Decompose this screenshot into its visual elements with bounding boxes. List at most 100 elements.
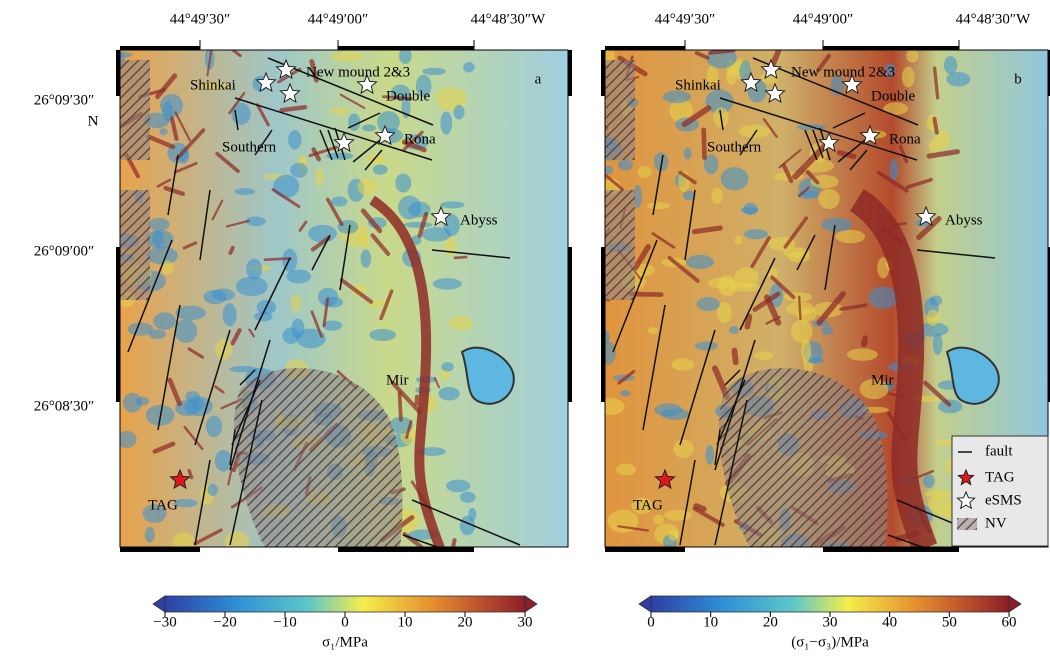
anomaly [148, 218, 169, 231]
place-label: Southern [222, 139, 277, 155]
anomaly [145, 527, 155, 543]
anomaly [128, 322, 154, 335]
anomaly [331, 197, 347, 207]
legend-label: TAG [985, 469, 1015, 485]
anomaly [215, 450, 232, 472]
anomaly [369, 329, 396, 341]
anomaly [697, 297, 720, 311]
legend-label: NV [985, 515, 1007, 531]
anomaly [739, 125, 771, 138]
anomaly [159, 128, 167, 135]
anomaly [906, 49, 918, 62]
panel-label: b [1014, 71, 1022, 87]
anomaly [668, 530, 678, 540]
x-label: 44°49′00″ [308, 11, 369, 27]
anomaly [208, 484, 218, 496]
anomaly [290, 163, 307, 178]
legend-label: eSMS [985, 492, 1022, 508]
anomaly [287, 270, 311, 284]
anomaly [441, 362, 454, 371]
colorbar-tick-label: 10 [703, 614, 718, 630]
frame-bar [568, 247, 572, 402]
stress-band [934, 119, 936, 133]
frame-bar [823, 547, 959, 552]
nv-stripe [605, 60, 635, 160]
anomaly [821, 218, 852, 232]
anomaly [928, 495, 953, 515]
stress-band [400, 393, 401, 420]
anomaly [175, 319, 198, 343]
anomaly [847, 348, 878, 360]
stress-band [799, 297, 800, 319]
anomaly [684, 148, 692, 160]
anomaly [686, 255, 714, 269]
place-label: Double [386, 88, 431, 104]
stress-band [455, 257, 466, 258]
anomaly [791, 320, 813, 344]
anomaly [460, 492, 476, 503]
x-label: 44°48′30″W [956, 11, 1032, 27]
anomaly [373, 165, 388, 175]
colorbar-tick-label: 0 [341, 614, 349, 630]
anomaly [112, 52, 132, 58]
anomaly [889, 159, 898, 181]
frame-bar [116, 247, 120, 402]
x-label: 44°49′30″ [170, 11, 231, 27]
frame-bar [338, 46, 474, 50]
frame-bar [601, 50, 605, 96]
colorbar-high [525, 596, 537, 612]
place-label: Rona [889, 131, 921, 147]
frame-bar [338, 547, 474, 552]
anomaly [433, 278, 462, 289]
x-label: 44°49′30″ [655, 11, 716, 27]
nv-stripe [120, 190, 150, 300]
x-label: 44°48′30″W [471, 11, 547, 27]
anomaly [923, 474, 935, 488]
colorbar-label: σ₁/MPa [322, 634, 368, 650]
anomaly [735, 236, 743, 245]
colorbar-tick-label: 30 [823, 614, 838, 630]
anomaly [362, 125, 376, 132]
colorbar-tick-label: 50 [942, 614, 957, 630]
legend-label: fault [985, 443, 1013, 459]
anomaly [223, 303, 237, 326]
place-label: New mound 2&3 [791, 64, 895, 80]
anomaly [944, 56, 957, 74]
anomaly [440, 111, 452, 134]
colorbar-tick-label: −20 [213, 614, 236, 630]
anomaly [206, 416, 222, 438]
colorbar [651, 596, 1009, 612]
anomaly [236, 277, 268, 297]
anomaly [638, 166, 652, 178]
anomaly [348, 113, 360, 131]
anomaly [673, 440, 694, 458]
anomaly [330, 108, 350, 115]
place-label: Abyss [460, 212, 498, 228]
colorbar-label: (σ₁−σ₃)/MPa [791, 634, 869, 650]
anomaly [377, 111, 400, 133]
anomaly [594, 398, 625, 415]
anomaly [288, 130, 301, 149]
anomaly [273, 175, 299, 198]
anomaly [135, 397, 149, 406]
anomaly [664, 510, 692, 521]
place-label: TAG [148, 497, 178, 513]
anomaly [153, 312, 176, 330]
anomaly [331, 51, 363, 61]
anomaly [818, 189, 839, 209]
place-label: Abyss [945, 212, 983, 228]
anomaly [246, 259, 262, 280]
nv-stripe [605, 190, 635, 300]
anomaly [422, 68, 446, 75]
y-label: 26°09′30″ [34, 92, 95, 108]
colorbar-tick-label: −30 [153, 614, 176, 630]
anomaly [360, 234, 370, 249]
colorbar-tick-label: 20 [458, 614, 473, 630]
anomaly [902, 67, 915, 88]
anomaly [395, 174, 411, 193]
anomaly [754, 351, 773, 360]
anomaly [705, 445, 714, 465]
anomaly [654, 515, 664, 525]
place-label: TAG [633, 497, 663, 513]
anomaly [366, 154, 384, 165]
